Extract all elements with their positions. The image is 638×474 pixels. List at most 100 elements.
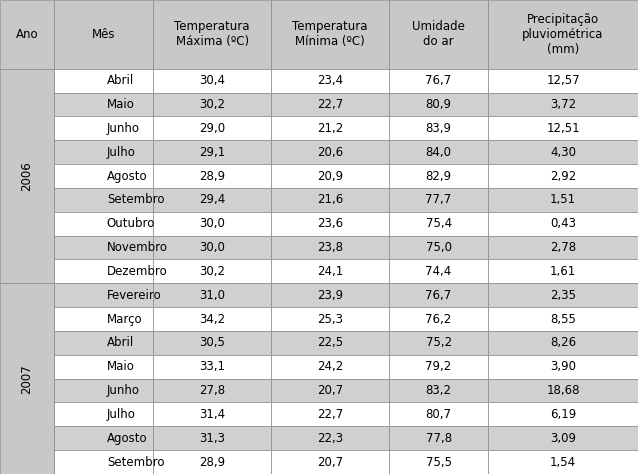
Bar [153,0,271,69]
Bar [389,402,488,426]
Bar [488,355,638,379]
Text: Temperatura
Mínima (ºC): Temperatura Mínima (ºC) [292,20,368,48]
Text: 33,1: 33,1 [199,360,225,373]
Bar [54,188,153,212]
Bar [488,92,638,117]
Bar [153,283,271,307]
Text: Ano: Ano [16,28,38,41]
Text: 30,0: 30,0 [199,241,225,254]
Bar [271,69,389,92]
Bar [389,140,488,164]
Text: 4,30: 4,30 [550,146,576,159]
Text: Novembro: Novembro [107,241,168,254]
Text: 76,2: 76,2 [426,312,452,326]
Text: Fevereiro: Fevereiro [107,289,161,302]
Text: 2,78: 2,78 [550,241,576,254]
Bar [389,331,488,355]
Bar [488,307,638,331]
Bar [389,259,488,283]
Bar [488,0,638,69]
Text: 29,1: 29,1 [199,146,225,159]
Text: 20,7: 20,7 [317,384,343,397]
Text: 22,7: 22,7 [317,98,343,111]
Text: Setembro: Setembro [107,456,165,469]
Text: 29,0: 29,0 [199,122,225,135]
Text: 2007: 2007 [20,364,34,393]
Text: Outubro: Outubro [107,217,155,230]
Bar [389,69,488,92]
Bar [488,69,638,92]
Bar [153,426,271,450]
Text: Agosto: Agosto [107,432,147,445]
Bar [54,69,153,92]
Text: 8,55: 8,55 [550,312,576,326]
Text: Agosto: Agosto [107,170,147,182]
Bar [0,69,54,283]
Bar [0,0,54,69]
Bar [271,450,389,474]
Text: Mês: Mês [92,28,115,41]
Text: 34,2: 34,2 [199,312,225,326]
Text: 12,51: 12,51 [546,122,580,135]
Text: 0,43: 0,43 [550,217,576,230]
Bar [488,164,638,188]
Bar [153,140,271,164]
Bar [153,164,271,188]
Bar [389,307,488,331]
Text: 24,2: 24,2 [317,360,343,373]
Text: 21,6: 21,6 [317,193,343,206]
Text: 1,51: 1,51 [550,193,576,206]
Text: 12,57: 12,57 [546,74,580,87]
Bar [271,188,389,212]
Text: 31,3: 31,3 [199,432,225,445]
Bar [488,212,638,236]
Bar [271,331,389,355]
Bar [271,355,389,379]
Bar [54,283,153,307]
Bar [54,379,153,402]
Bar [153,236,271,259]
Bar [271,283,389,307]
Text: 3,72: 3,72 [550,98,576,111]
Text: 82,9: 82,9 [426,170,452,182]
Bar [153,379,271,402]
Text: 22,3: 22,3 [317,432,343,445]
Text: 75,0: 75,0 [426,241,452,254]
Text: 18,68: 18,68 [546,384,580,397]
Bar [488,379,638,402]
Text: Temperatura
Máxima (ºC): Temperatura Máxima (ºC) [174,20,250,48]
Text: 30,4: 30,4 [199,74,225,87]
Bar [488,283,638,307]
Text: 30,5: 30,5 [199,337,225,349]
Text: 1,61: 1,61 [550,265,576,278]
Text: 20,9: 20,9 [317,170,343,182]
Bar [153,450,271,474]
Text: 30,2: 30,2 [199,98,225,111]
Text: 22,7: 22,7 [317,408,343,421]
Text: Maio: Maio [107,360,135,373]
Bar [153,259,271,283]
Bar [271,426,389,450]
Bar [389,355,488,379]
Bar [389,117,488,140]
Text: Julho: Julho [107,146,136,159]
Bar [153,355,271,379]
Text: 80,9: 80,9 [426,98,452,111]
Text: 29,4: 29,4 [199,193,225,206]
Bar [271,117,389,140]
Text: 2,92: 2,92 [550,170,576,182]
Text: Abril: Abril [107,74,134,87]
Text: 22,5: 22,5 [317,337,343,349]
Text: Março: Março [107,312,142,326]
Text: 74,4: 74,4 [426,265,452,278]
Bar [271,212,389,236]
Bar [488,117,638,140]
Bar [488,426,638,450]
Bar [0,283,54,474]
Text: 28,9: 28,9 [199,456,225,469]
Bar [54,140,153,164]
Bar [54,117,153,140]
Bar [54,236,153,259]
Text: Precipitação
pluviométrica
(mm): Precipitação pluviométrica (mm) [523,13,604,56]
Bar [389,450,488,474]
